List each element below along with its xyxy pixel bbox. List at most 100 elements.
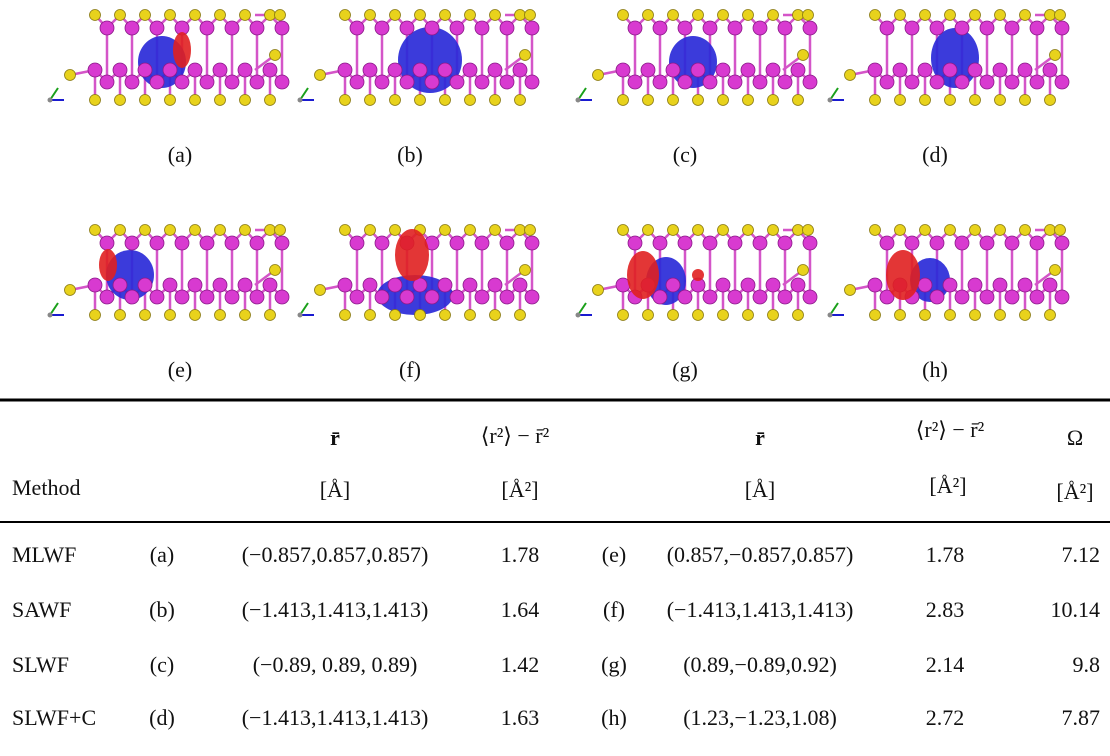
panel-label: (b) bbox=[397, 142, 423, 167]
atom bbox=[1004, 20, 1020, 36]
atom bbox=[667, 94, 679, 106]
atom bbox=[139, 309, 151, 321]
atom bbox=[802, 224, 814, 236]
atom bbox=[994, 94, 1006, 106]
atom bbox=[274, 224, 286, 236]
structure-image bbox=[575, 9, 818, 106]
atom bbox=[879, 20, 895, 36]
atom bbox=[189, 94, 201, 106]
atom bbox=[1029, 235, 1045, 251]
axis-icon bbox=[47, 312, 53, 318]
panel-label: (f) bbox=[399, 357, 421, 382]
orbital-lobe bbox=[173, 32, 191, 68]
table-cell: 7.12 bbox=[1062, 542, 1101, 567]
atom bbox=[487, 62, 503, 78]
atom bbox=[869, 309, 881, 321]
atom bbox=[149, 74, 165, 90]
atom bbox=[677, 235, 693, 251]
atom bbox=[992, 62, 1008, 78]
atom bbox=[894, 309, 906, 321]
atom bbox=[1017, 277, 1033, 293]
atom bbox=[979, 20, 995, 36]
atom bbox=[717, 309, 729, 321]
atom bbox=[792, 9, 804, 21]
atom bbox=[514, 224, 526, 236]
atom bbox=[437, 62, 453, 78]
atom bbox=[797, 49, 809, 61]
atom bbox=[124, 289, 140, 305]
atom bbox=[264, 9, 276, 21]
atom bbox=[929, 20, 945, 36]
atom bbox=[189, 224, 201, 236]
atom bbox=[214, 224, 226, 236]
atom bbox=[797, 264, 809, 276]
column-header: r̄ bbox=[330, 425, 340, 450]
atom bbox=[274, 235, 290, 251]
atom bbox=[665, 277, 681, 293]
atom bbox=[1029, 74, 1045, 90]
structure-image bbox=[827, 9, 1070, 106]
atom bbox=[264, 94, 276, 106]
atom bbox=[1054, 9, 1066, 21]
table-cell: SLWF+C bbox=[12, 705, 96, 730]
atom bbox=[464, 309, 476, 321]
table-cell: (−1.413,1.413,1.413) bbox=[242, 597, 429, 622]
atom bbox=[387, 277, 403, 293]
atom bbox=[362, 62, 378, 78]
atom bbox=[1042, 62, 1058, 78]
atom bbox=[524, 235, 540, 251]
atom bbox=[239, 224, 251, 236]
atom bbox=[1054, 20, 1070, 36]
atom bbox=[792, 94, 804, 106]
atom bbox=[114, 224, 126, 236]
atom bbox=[1029, 20, 1045, 36]
atom bbox=[1054, 235, 1070, 251]
atom bbox=[869, 224, 881, 236]
atom bbox=[969, 94, 981, 106]
table-cell: SLWF bbox=[12, 652, 69, 677]
atom bbox=[702, 235, 718, 251]
orbital-lobe bbox=[692, 269, 704, 281]
atom bbox=[214, 9, 226, 21]
table-cell: 1.64 bbox=[501, 597, 540, 622]
atom bbox=[87, 62, 103, 78]
atom bbox=[640, 62, 656, 78]
atom bbox=[249, 20, 265, 36]
atom bbox=[339, 309, 351, 321]
atom bbox=[414, 309, 426, 321]
atom bbox=[702, 20, 718, 36]
atom bbox=[942, 277, 958, 293]
atom bbox=[652, 74, 668, 90]
atom bbox=[692, 309, 704, 321]
atom bbox=[665, 62, 681, 78]
atom bbox=[777, 74, 793, 90]
table-cell: (−0.89, 0.89, 0.89) bbox=[253, 652, 418, 677]
atom bbox=[642, 94, 654, 106]
column-header: Ω bbox=[1067, 425, 1083, 450]
atom bbox=[199, 235, 215, 251]
atom bbox=[677, 289, 693, 305]
table-cell: 9.8 bbox=[1073, 652, 1101, 677]
atom bbox=[237, 277, 253, 293]
atom bbox=[652, 289, 668, 305]
atom bbox=[692, 224, 704, 236]
atom bbox=[212, 277, 228, 293]
atom bbox=[512, 62, 528, 78]
atom bbox=[464, 224, 476, 236]
column-header: [Å²] bbox=[929, 473, 966, 498]
atom bbox=[792, 309, 804, 321]
table-cell: 1.63 bbox=[501, 705, 540, 730]
atom bbox=[437, 277, 453, 293]
atom bbox=[449, 289, 465, 305]
atom bbox=[777, 289, 793, 305]
atom bbox=[627, 74, 643, 90]
atom bbox=[474, 74, 490, 90]
atom bbox=[1054, 289, 1070, 305]
atom bbox=[642, 9, 654, 21]
atom bbox=[929, 74, 945, 90]
atom bbox=[1019, 224, 1031, 236]
atom bbox=[199, 289, 215, 305]
axis-icon bbox=[575, 312, 581, 318]
atom bbox=[954, 20, 970, 36]
